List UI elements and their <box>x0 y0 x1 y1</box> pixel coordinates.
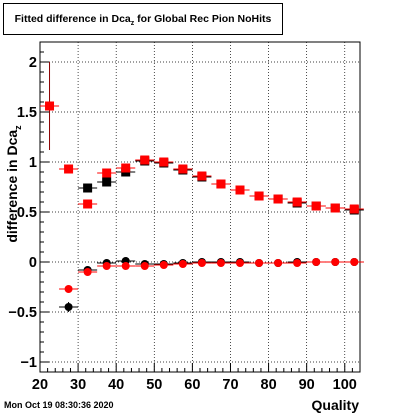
title-main: Fitted difference in Dca <box>14 13 131 25</box>
y-tick-label: 1 <box>29 155 37 171</box>
data-point-square <box>349 204 359 214</box>
x-tick-label: 60 <box>184 377 200 393</box>
data-point-circle <box>64 303 73 311</box>
x-tick-label: 100 <box>333 377 357 393</box>
data-point-circle <box>274 259 283 267</box>
y-tick-label: −1 <box>20 355 37 371</box>
data-point-square <box>311 201 321 211</box>
x-tick-label: 20 <box>32 377 48 393</box>
data-point-square <box>121 163 131 173</box>
data-point-square <box>292 197 302 207</box>
data-point-square <box>83 183 93 193</box>
y-tick-label: 2 <box>29 55 37 71</box>
data-point-circle <box>178 260 187 268</box>
data-point-square <box>235 185 245 195</box>
y-axis-label-sub: z <box>13 125 23 130</box>
data-point-square <box>159 157 169 167</box>
data-point-circle <box>312 258 321 266</box>
data-point-square <box>140 155 150 165</box>
y-axis-label-main: difference in Dca <box>4 130 20 243</box>
data-point-circle <box>350 258 359 266</box>
data-point-circle <box>83 268 92 276</box>
data-point-square <box>83 199 93 209</box>
y-tick-label: −0.5 <box>8 305 37 321</box>
data-point-circle <box>140 262 149 270</box>
data-point-circle <box>159 261 168 269</box>
series-1 <box>40 62 364 214</box>
title-tail: for Global Rec Pion NoHits <box>134 13 272 25</box>
data-point-circle <box>121 262 130 270</box>
data-point-square <box>102 177 112 187</box>
x-tick-label: 30 <box>70 377 86 393</box>
data-point-circle <box>331 258 340 266</box>
data-point-circle <box>293 259 302 267</box>
data-point-square <box>273 194 283 204</box>
data-point-circle <box>102 262 111 270</box>
y-tick-label: 0 <box>29 255 37 271</box>
x-tick-label: 90 <box>299 377 315 393</box>
data-point-square <box>330 203 340 213</box>
timestamp: Mon Oct 19 08:30:36 2020 <box>4 400 114 410</box>
axis-tick-labels: 20 30 40 50 60 70 80 90 100 −1 −0.5 0 0.5 1 1.5 2 <box>8 55 356 393</box>
y-axis-label: difference in Dcaz <box>4 125 23 243</box>
data-point-square <box>102 168 112 178</box>
data-point-square <box>197 171 207 181</box>
data-marks <box>40 62 364 312</box>
x-tick-label: 70 <box>222 377 238 393</box>
data-point-circle <box>64 285 73 293</box>
data-point-square <box>254 191 264 201</box>
y-tick-label: 1.5 <box>17 105 37 121</box>
data-point-circle <box>197 259 206 267</box>
title-subscript: z <box>130 20 135 28</box>
y-tick-label: 0.5 <box>17 205 37 221</box>
data-point-square <box>64 164 74 174</box>
x-tick-label: 40 <box>108 377 124 393</box>
data-point-circle <box>236 259 244 267</box>
data-point-square <box>178 164 188 174</box>
axis-ticks <box>39 41 361 372</box>
data-point-square <box>216 179 226 189</box>
x-tick-label: 50 <box>146 377 162 393</box>
data-point-circle <box>216 259 225 267</box>
chart-title: Fitted difference in Dcaz for Global Rec… <box>3 3 283 35</box>
data-point-square <box>45 101 55 111</box>
data-point-circle <box>255 259 264 267</box>
x-tick-label: 80 <box>261 377 277 393</box>
x-axis-label: Quality <box>312 397 360 413</box>
series-3 <box>59 258 364 293</box>
